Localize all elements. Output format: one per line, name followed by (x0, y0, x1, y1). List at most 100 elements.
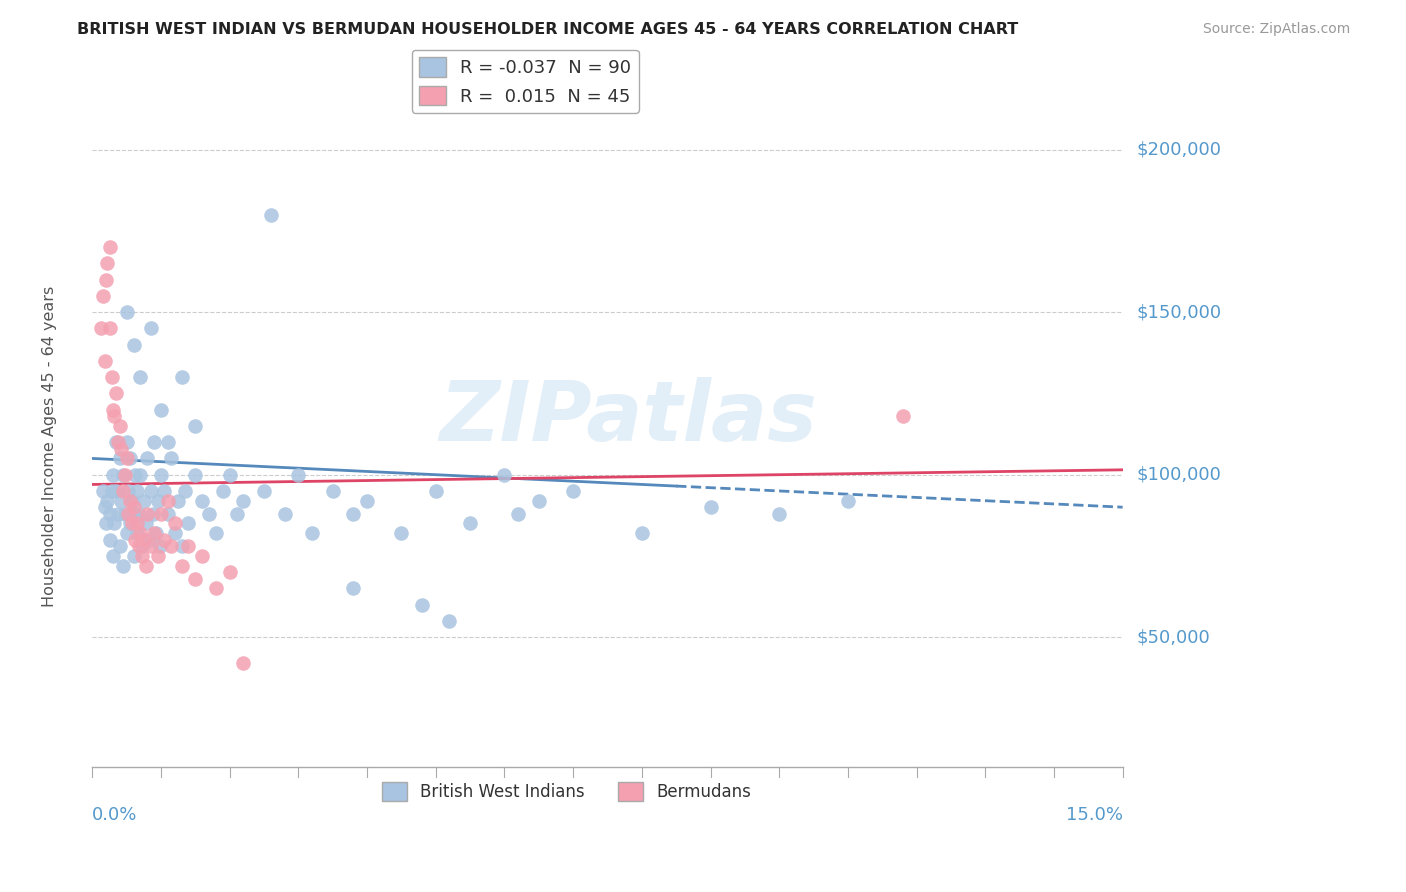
Point (115, 435, 138, 450)
Point (114, 507, 136, 521)
Point (129, 526, 152, 541)
Point (225, 507, 247, 521)
Point (211, 483, 233, 498)
Text: 15.0%: 15.0% (1066, 806, 1122, 824)
Point (630, 526, 652, 541)
Point (122, 549, 145, 563)
Point (98, 533, 121, 547)
Point (110, 493, 132, 508)
Point (145, 526, 167, 541)
Point (124, 467, 146, 482)
Point (105, 435, 128, 450)
Text: $200,000: $200,000 (1136, 141, 1222, 159)
Point (494, 467, 516, 482)
Point (117, 507, 139, 521)
Point (153, 533, 176, 547)
Point (132, 493, 155, 508)
Point (205, 526, 228, 541)
Point (136, 507, 159, 521)
Point (117, 483, 139, 498)
Point (131, 549, 153, 563)
Point (107, 435, 129, 450)
Point (150, 507, 173, 521)
Point (191, 493, 214, 508)
Point (103, 516, 125, 531)
Point (91, 289, 114, 303)
Point (508, 507, 530, 521)
Point (562, 483, 585, 498)
Point (135, 516, 157, 531)
Point (138, 533, 160, 547)
Point (108, 539, 131, 553)
Point (121, 493, 143, 508)
Point (167, 493, 190, 508)
Point (115, 305, 138, 319)
Point (768, 507, 790, 521)
Point (100, 370, 122, 384)
Point (129, 370, 152, 384)
Point (91, 483, 114, 498)
Point (107, 507, 129, 521)
Point (101, 549, 124, 563)
Point (139, 539, 162, 553)
Point (232, 493, 254, 508)
Point (184, 572, 207, 586)
Text: $150,000: $150,000 (1136, 303, 1222, 321)
Point (163, 516, 186, 531)
Point (177, 516, 200, 531)
Point (125, 516, 148, 531)
Point (100, 483, 122, 498)
Point (146, 549, 169, 563)
Point (125, 483, 148, 498)
Text: BRITISH WEST INDIAN VS BERMUDAN HOUSEHOLDER INCOME AGES 45 - 64 YEARS CORRELATIO: BRITISH WEST INDIAN VS BERMUDAN HOUSEHOL… (77, 22, 1018, 37)
Point (322, 483, 344, 498)
Point (146, 493, 169, 508)
Point (112, 558, 135, 573)
Point (115, 451, 138, 466)
Point (170, 370, 193, 384)
Point (105, 483, 128, 498)
Point (131, 539, 153, 553)
Point (356, 493, 378, 508)
Point (90, 321, 112, 335)
Point (184, 467, 207, 482)
Point (160, 539, 183, 553)
Point (129, 467, 152, 482)
Point (391, 526, 413, 541)
Point (105, 386, 128, 401)
Point (425, 483, 447, 498)
Point (253, 483, 276, 498)
Point (153, 483, 176, 498)
Point (96, 256, 118, 270)
Point (112, 483, 135, 498)
Point (150, 402, 173, 417)
Point (96, 493, 118, 508)
Point (527, 493, 550, 508)
Point (156, 493, 179, 508)
Text: 0.0%: 0.0% (93, 806, 138, 824)
Point (93, 354, 115, 368)
Point (120, 516, 142, 531)
Point (143, 435, 166, 450)
Point (198, 507, 221, 521)
Point (103, 409, 125, 424)
Point (170, 558, 193, 573)
Point (411, 598, 433, 612)
Text: ZIPatlas: ZIPatlas (439, 377, 817, 458)
Point (114, 467, 136, 482)
Point (170, 539, 193, 553)
Point (891, 409, 914, 424)
Point (94, 516, 117, 531)
Point (160, 451, 183, 466)
Text: Source: ZipAtlas.com: Source: ZipAtlas.com (1202, 22, 1350, 37)
Point (149, 539, 172, 553)
Point (177, 539, 200, 553)
Point (121, 516, 143, 531)
Point (128, 539, 150, 553)
Point (163, 526, 186, 541)
Point (287, 467, 309, 482)
Point (98, 507, 121, 521)
Point (301, 526, 323, 541)
Point (120, 493, 142, 508)
Point (439, 614, 461, 628)
